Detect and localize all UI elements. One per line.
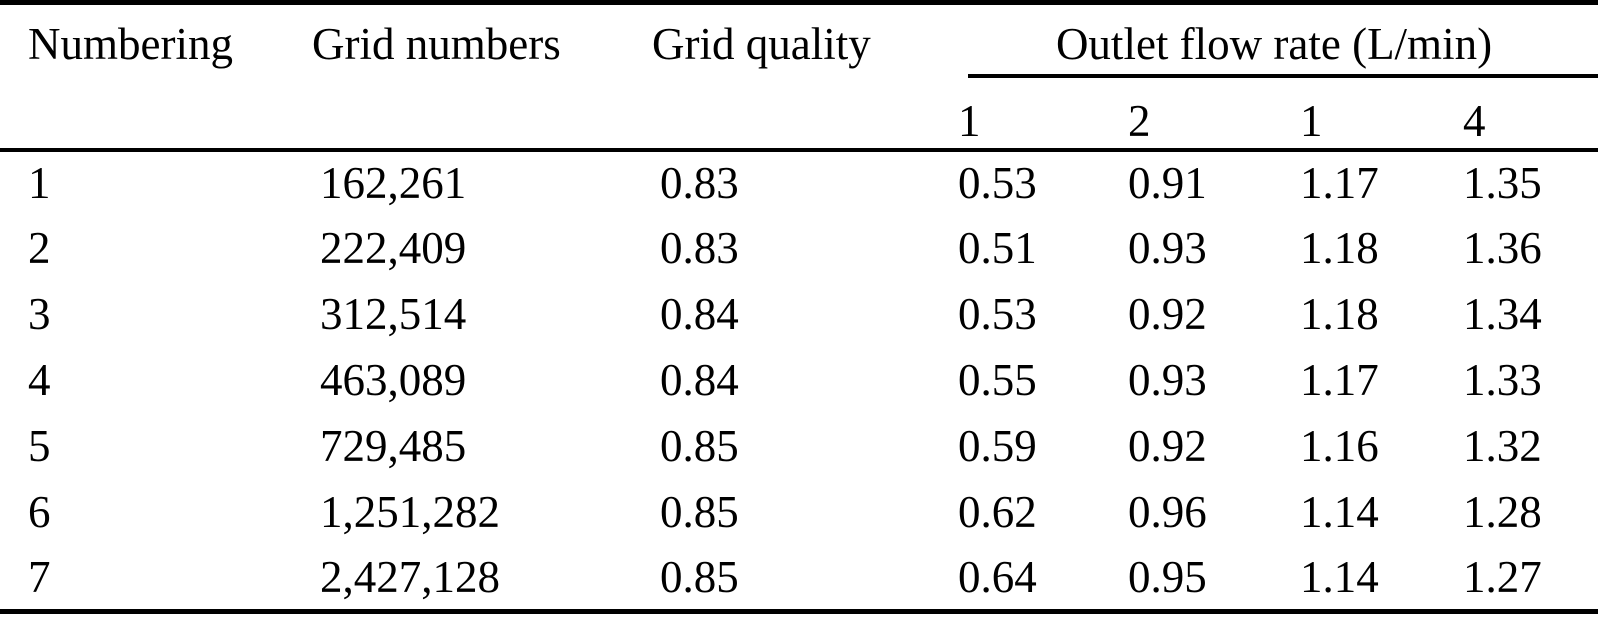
cell-outlet-4: 1.32 xyxy=(1463,421,1542,471)
outlet-group-underline xyxy=(968,73,1598,78)
col-header-outlet-flow-rate: Outlet flow rate (L/min) xyxy=(950,3,1598,78)
cell-grid-quality: 0.84 xyxy=(660,289,739,339)
cell-outlet-1: 0.53 xyxy=(958,289,1037,339)
cell-grid-numbers: 222,409 xyxy=(320,223,467,273)
cell-outlet-1: 0.59 xyxy=(958,421,1037,471)
cell-outlet-2: 0.96 xyxy=(1128,487,1207,537)
cell-outlet-1: 0.62 xyxy=(958,487,1037,537)
cell-numbering: 5 xyxy=(28,421,51,471)
grid-independence-table: Numbering Grid numbers Grid quality Outl… xyxy=(0,0,1598,614)
cell-grid-numbers: 2,427,128 xyxy=(320,551,500,602)
cell-numbering: 1 xyxy=(28,158,51,208)
cell-outlet-2: 0.92 xyxy=(1128,421,1207,471)
cell-outlet-4: 1.28 xyxy=(1463,487,1542,537)
cell-outlet-3: 1.16 xyxy=(1300,421,1379,471)
cell-numbering: 4 xyxy=(28,355,51,405)
cell-outlet-4: 1.36 xyxy=(1463,223,1542,273)
table-row: 3 312,514 0.84 0.53 0.92 1.18 1.34 xyxy=(0,282,1598,348)
cell-outlet-3: 1.14 xyxy=(1300,551,1379,602)
cell-grid-quality: 0.83 xyxy=(660,158,739,208)
col-header-numbering: Numbering xyxy=(0,2,312,152)
subcol-header-outlet-4: 4 xyxy=(1455,77,1598,152)
cell-grid-numbers: 162,261 xyxy=(320,158,467,208)
cell-grid-quality: 0.84 xyxy=(660,355,739,405)
table-row: 7 2,427,128 0.85 0.64 0.95 1.14 1.27 xyxy=(0,546,1598,612)
cell-numbering: 3 xyxy=(28,289,51,339)
cell-numbering: 2 xyxy=(28,223,51,273)
cell-outlet-1: 0.64 xyxy=(958,551,1037,602)
cell-outlet-1: 0.53 xyxy=(958,158,1037,208)
cell-grid-quality: 0.85 xyxy=(660,421,739,471)
cell-grid-numbers: 1,251,282 xyxy=(320,487,500,537)
col-header-grid-numbers: Grid numbers xyxy=(312,2,652,152)
col-header-grid-quality: Grid quality xyxy=(652,2,950,152)
header-row-group: Numbering Grid numbers Grid quality Outl… xyxy=(0,2,1598,152)
table-row: 1 162,261 0.83 0.53 0.91 1.17 1.35 xyxy=(0,150,1598,216)
cell-grid-numbers: 729,485 xyxy=(320,421,467,471)
cell-outlet-1: 0.51 xyxy=(958,223,1037,273)
cell-outlet-3: 1.14 xyxy=(1300,487,1379,537)
cell-outlet-3: 1.17 xyxy=(1300,158,1379,208)
table-row: 2 222,409 0.83 0.51 0.93 1.18 1.36 xyxy=(0,216,1598,282)
cell-outlet-4: 1.35 xyxy=(1463,158,1542,208)
table-row: 4 463,089 0.84 0.55 0.93 1.17 1.33 xyxy=(0,348,1598,414)
outlet-flow-rate-label: Outlet flow rate (L/min) xyxy=(1055,19,1493,69)
table-row: 5 729,485 0.85 0.59 0.92 1.16 1.32 xyxy=(0,414,1598,480)
cell-grid-numbers: 463,089 xyxy=(320,355,467,405)
table-row: 6 1,251,282 0.85 0.62 0.96 1.14 1.28 xyxy=(0,480,1598,546)
cell-grid-numbers: 312,514 xyxy=(320,289,467,339)
header-row-outlets: 1 2 1 4 xyxy=(0,77,1598,152)
cell-numbering: 7 xyxy=(28,551,51,602)
cell-outlet-2: 0.92 xyxy=(1128,289,1207,339)
subcol-header-outlet-2: 2 xyxy=(1120,77,1292,152)
cell-outlet-4: 1.27 xyxy=(1463,551,1542,602)
cell-outlet-2: 0.93 xyxy=(1128,223,1207,273)
cell-outlet-4: 1.34 xyxy=(1463,289,1542,339)
cell-grid-quality: 0.85 xyxy=(660,551,739,602)
cell-outlet-2: 0.95 xyxy=(1128,551,1207,602)
cell-outlet-3: 1.17 xyxy=(1300,355,1379,405)
cell-outlet-3: 1.18 xyxy=(1300,289,1379,339)
cell-grid-quality: 0.83 xyxy=(660,223,739,273)
subcol-header-outlet-3: 1 xyxy=(1292,77,1455,152)
cell-outlet-4: 1.33 xyxy=(1463,355,1542,405)
cell-outlet-2: 0.93 xyxy=(1128,355,1207,405)
cell-outlet-2: 0.91 xyxy=(1128,158,1207,208)
subcol-header-outlet-1: 1 xyxy=(950,77,1120,152)
cell-numbering: 6 xyxy=(28,487,51,537)
cell-outlet-3: 1.18 xyxy=(1300,223,1379,273)
cell-outlet-1: 0.55 xyxy=(958,355,1037,405)
cell-grid-quality: 0.85 xyxy=(660,487,739,537)
